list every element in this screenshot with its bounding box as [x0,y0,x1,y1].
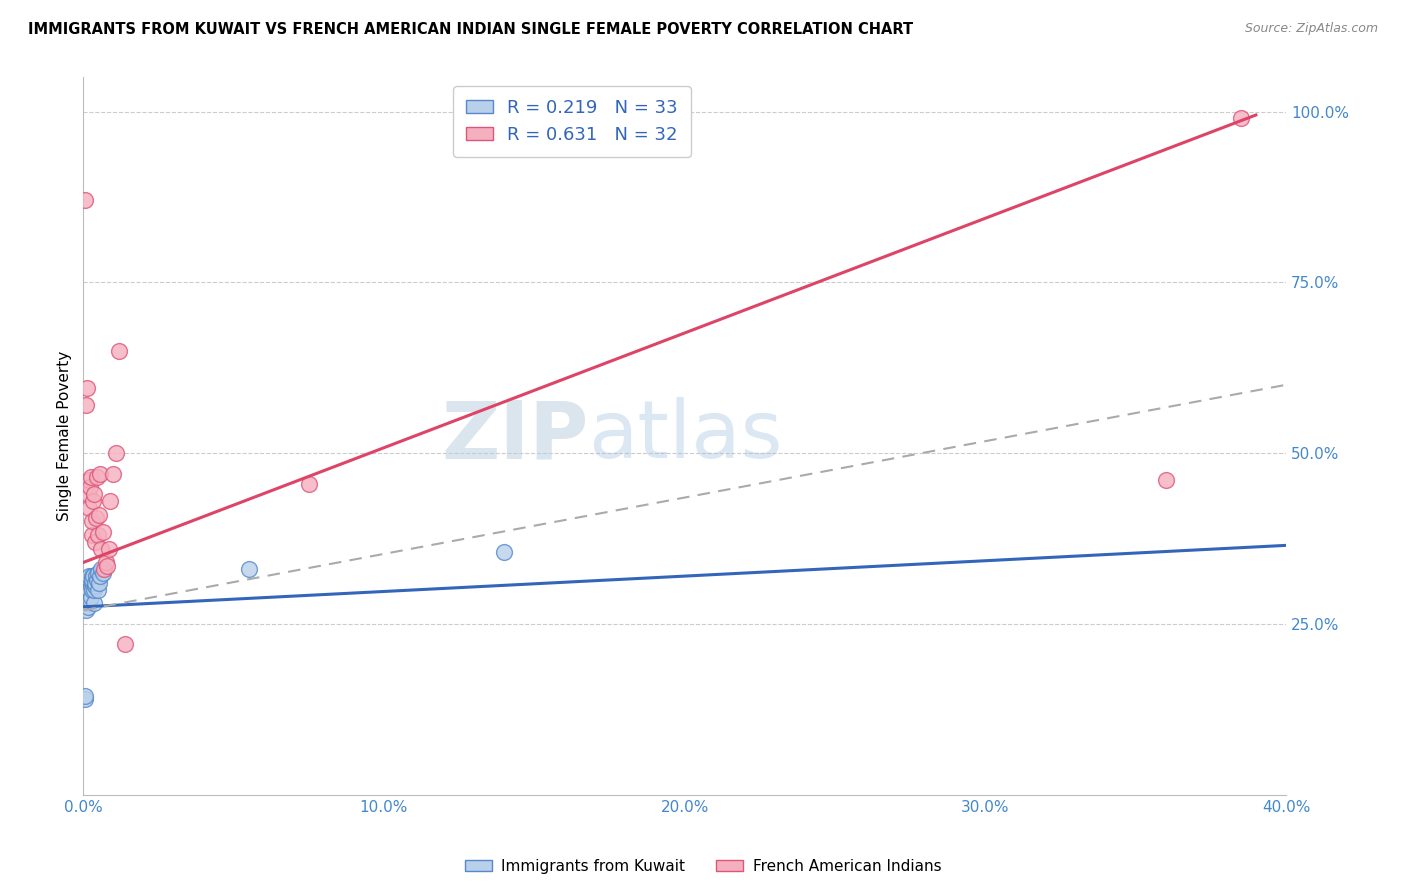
Point [77,586,100,600]
Point [83,582,105,597]
Text: Source: ZipAtlas.com: Source: ZipAtlas.com [1244,22,1378,36]
Point [91,524,114,539]
Point [76,590,98,604]
Legend: Immigrants from Kuwait, French American Indians: Immigrants from Kuwait, French American … [458,853,948,880]
Point [89,467,111,481]
Point [84,511,107,525]
Text: atlas: atlas [589,397,783,475]
Point [87,576,110,591]
Point [82,515,104,529]
Point [103,467,125,481]
Point [98,494,121,508]
Point [82,569,104,583]
Text: ZIP: ZIP [441,397,589,475]
Y-axis label: Single Female Poverty: Single Female Poverty [58,351,72,521]
Point [83,579,105,593]
Point [79,500,101,515]
Point [77,474,100,488]
Point [1230,112,1253,126]
Point [76,487,98,501]
Point [105,446,128,460]
Point [114,637,136,651]
Point [90,562,112,576]
Point [86,573,108,587]
Point [108,343,131,358]
Point [79,480,101,494]
Point [91,566,114,580]
Point [79,593,101,607]
Point [82,573,104,587]
Point [93,562,115,576]
Point [87,528,110,542]
Point [87,582,110,597]
Point [76,576,98,591]
Point [80,569,103,583]
Point [82,494,104,508]
Point [73,194,96,208]
Point [90,541,112,556]
Point [494,545,516,559]
Point [75,398,97,412]
Point [80,576,103,591]
Point [86,470,108,484]
Point [79,569,101,583]
Point [76,582,98,597]
Point [80,590,103,604]
Point [83,487,105,501]
Point [80,528,103,542]
Point [75,603,97,617]
Point [83,596,105,610]
Point [84,576,107,591]
Point [73,689,96,703]
Point [79,582,101,597]
Point [82,582,104,597]
Point [84,569,107,583]
Point [80,579,103,593]
Point [76,381,98,395]
Point [73,692,96,706]
Point [76,599,98,614]
Point [238,562,260,576]
Point [84,535,107,549]
Point [76,596,98,610]
Point [94,556,117,570]
Point [97,541,120,556]
Point [80,470,103,484]
Text: IMMIGRANTS FROM KUWAIT VS FRENCH AMERICAN INDIAN SINGLE FEMALE POVERTY CORRELATI: IMMIGRANTS FROM KUWAIT VS FRENCH AMERICA… [28,22,914,37]
Point [96,558,118,573]
Point [87,508,110,522]
Point [1154,474,1177,488]
Legend: R = 0.219   N = 33, R = 0.631   N = 32: R = 0.219 N = 33, R = 0.631 N = 32 [453,87,690,157]
Point [298,476,321,491]
Point [89,569,111,583]
Point [87,566,110,580]
